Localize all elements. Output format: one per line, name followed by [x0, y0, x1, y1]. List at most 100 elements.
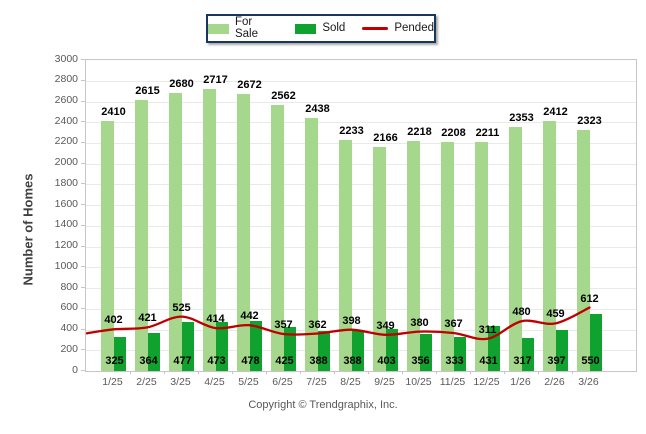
y-tick-mark: [81, 328, 85, 330]
copyright-text: Copyright © Trendgraphix, Inc.: [248, 399, 398, 411]
x-tick-mark: [299, 371, 301, 374]
y-tick-label: 400: [60, 322, 78, 334]
y-tick-label: 2000: [54, 156, 78, 169]
x-tick-mark: [435, 371, 437, 374]
for-sale-value-label: 2717: [203, 74, 228, 87]
y-tick-label: 1200: [54, 239, 78, 252]
legend-item-sold: Sold: [295, 22, 345, 35]
gridline: [86, 205, 636, 207]
y-tick-label: 2200: [54, 135, 78, 148]
sold-value-label: 364: [139, 355, 158, 367]
for-sale-bar: [339, 139, 352, 371]
for-sale-value-label: 2166: [373, 131, 398, 144]
for-sale-bar: [509, 127, 522, 371]
sold-bar: [352, 330, 364, 371]
for-sale-value-label: 2438: [305, 103, 330, 116]
pended-value-label: 367: [444, 318, 463, 330]
for-sale-bar: [475, 141, 488, 371]
y-tick-label: 2400: [54, 114, 78, 127]
x-tick-label: 3/25: [170, 376, 191, 388]
x-tick-mark: [231, 371, 233, 374]
gridline: [86, 184, 636, 186]
sold-value-label: 325: [105, 355, 124, 367]
gridline: [86, 101, 636, 103]
sold-bar: [114, 337, 126, 371]
sold-bar: [318, 330, 330, 371]
sold-value-label: 356: [411, 355, 430, 367]
pended-value-label: 362: [308, 318, 327, 331]
x-tick-label: 7/25: [306, 376, 327, 388]
for-sale-value-label: 2323: [577, 115, 602, 128]
pended-value-label: 459: [546, 308, 565, 321]
x-tick-label: 4/25: [204, 376, 225, 388]
y-tick-label: 1800: [54, 176, 78, 189]
y-tick-mark: [81, 59, 85, 60]
for-sale-bar: [237, 94, 250, 371]
x-tick-mark: [571, 371, 573, 374]
y-tick-mark: [81, 121, 85, 123]
for-sale-value-label: 2615: [135, 84, 160, 97]
x-tick-label: 3/26: [578, 376, 599, 388]
for-sale-value-label: 2218: [407, 126, 432, 139]
x-tick-label: 9/25: [374, 376, 395, 388]
y-tick-label: 2600: [54, 94, 78, 106]
y-tick-label: 1000: [54, 259, 78, 272]
y-tick-mark: [81, 183, 85, 185]
for-sale-swatch-icon: [208, 23, 229, 34]
for-sale-bar: [305, 118, 318, 371]
pended-value-label: 311: [478, 323, 497, 336]
x-tick-label: 1/25: [102, 376, 123, 388]
x-tick-mark: [401, 371, 403, 374]
for-sale-value-label: 2211: [475, 126, 500, 139]
y-axis-title: Number of Homes: [20, 173, 36, 286]
pended-value-label: 421: [138, 312, 157, 325]
sold-swatch-icon: [295, 23, 317, 34]
legend-item-pended: Pended: [362, 22, 434, 35]
x-tick-label: 5/25: [238, 376, 259, 388]
x-tick-mark: [503, 371, 505, 374]
y-tick-mark: [81, 79, 85, 81]
y-tick-mark: [81, 287, 85, 289]
sold-bar: [590, 314, 602, 371]
pended-value-label: 480: [512, 306, 531, 319]
y-tick-mark: [81, 266, 85, 268]
pended-value-label: 612: [580, 292, 599, 305]
x-tick-label: 11/25: [439, 376, 466, 388]
sold-bar: [148, 333, 160, 371]
for-sale-bar: [135, 99, 148, 371]
x-tick-label: 12/25: [473, 376, 500, 388]
x-tick-label: 1/26: [510, 376, 531, 388]
chart-legend: For Sale Sold Pended: [206, 14, 436, 43]
plot-area: 2410 325 402 2615 364 421 2680 477 525 2717 473 414…: [85, 59, 637, 372]
for-sale-bar: [271, 105, 284, 371]
y-tick-mark: [81, 349, 85, 351]
legend-item-for-sale: For Sale: [208, 16, 278, 40]
legend-label-for-sale: For Sale: [234, 16, 258, 40]
y-tick-label: 2800: [54, 73, 78, 86]
pended-value-label: 414: [206, 313, 225, 326]
for-sale-bar: [203, 89, 216, 371]
sold-value-label: 397: [547, 355, 566, 367]
y-tick-mark: [81, 224, 85, 226]
y-tick-mark: [81, 141, 85, 143]
x-tick-mark: [537, 371, 539, 374]
for-sale-value-label: 2562: [271, 90, 296, 103]
x-tick-label: 10/25: [405, 376, 432, 388]
sold-bar: [522, 338, 534, 371]
y-tick-label: 800: [60, 280, 78, 293]
for-sale-value-label: 2412: [543, 106, 568, 118]
sold-value-label: 431: [479, 355, 498, 367]
gridline: [86, 288, 636, 290]
sold-bar: [454, 336, 466, 371]
gridline: [86, 267, 636, 269]
y-tick-mark: [81, 307, 85, 309]
y-tick-label: 3000: [54, 52, 78, 65]
sold-bar: [420, 334, 432, 371]
sold-value-label: 473: [207, 355, 226, 367]
gridline: [86, 163, 636, 165]
x-tick-mark: [197, 371, 199, 374]
pended-value-label: 349: [376, 319, 395, 332]
y-tick-mark: [81, 100, 85, 102]
x-tick-mark: [333, 371, 335, 374]
